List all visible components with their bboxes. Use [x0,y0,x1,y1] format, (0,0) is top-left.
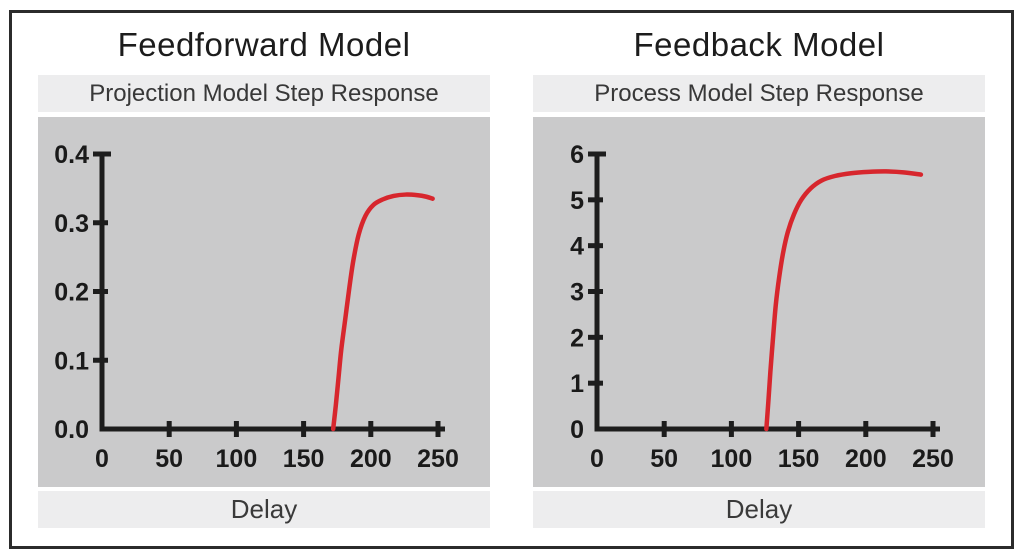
svg-text:50: 50 [155,445,183,473]
svg-text:5: 5 [570,187,584,215]
svg-text:0: 0 [95,445,109,473]
x-axis-label-bar: Delay [38,491,490,528]
svg-text:150: 150 [778,445,820,473]
chart-subtitle: Process Model Step Response [594,79,924,107]
svg-text:3: 3 [570,279,584,307]
panel-feedback-model: Feedback Model Process Model Step Respon… [533,15,985,546]
x-axis-label-bar: Delay [533,491,985,528]
chart-title: Feedback Model [633,26,885,63]
chart-subtitle-bar: Projection Model Step Response [38,75,490,112]
x-axis-label: Delay [230,494,298,524]
svg-text:100: 100 [216,445,258,473]
svg-text:1: 1 [570,370,584,398]
svg-text:2: 2 [570,324,584,352]
svg-text:50: 50 [650,445,678,473]
svg-text:100: 100 [711,445,753,473]
svg-text:6: 6 [570,141,584,169]
svg-text:0: 0 [570,416,584,444]
figure-frame: Feedforward Model Projection Model Step … [9,10,1014,549]
plot-area: 0 50 100 150 200 250 0.0 0.1 0.2 0.3 0.4 [38,117,490,487]
plot-area: 0 50 100 150 200 250 0 1 2 3 4 5 6 [533,117,985,487]
x-axis-label: Delay [725,494,793,524]
step-response-plot: 0 50 100 150 200 250 0 1 2 3 4 5 6 [570,141,954,473]
chart-subtitle: Projection Model Step Response [89,79,439,107]
svg-text:250: 250 [417,445,459,473]
svg-text:0.3: 0.3 [54,210,89,238]
svg-text:250: 250 [912,445,954,473]
svg-text:0.2: 0.2 [54,279,89,307]
svg-text:200: 200 [845,445,887,473]
svg-text:200: 200 [350,445,392,473]
svg-text:0.4: 0.4 [54,141,89,169]
svg-text:150: 150 [283,445,325,473]
svg-text:0: 0 [590,445,604,473]
panel-feedforward-model: Feedforward Model Projection Model Step … [38,15,490,546]
chart-subtitle-bar: Process Model Step Response [533,75,985,112]
svg-text:4: 4 [570,233,584,261]
step-response-plot: 0 50 100 150 200 250 0.0 0.1 0.2 0.3 0.4 [54,141,459,473]
chart-title: Feedforward Model [117,26,411,63]
svg-text:0.0: 0.0 [54,416,89,444]
svg-text:0.1: 0.1 [54,347,89,375]
